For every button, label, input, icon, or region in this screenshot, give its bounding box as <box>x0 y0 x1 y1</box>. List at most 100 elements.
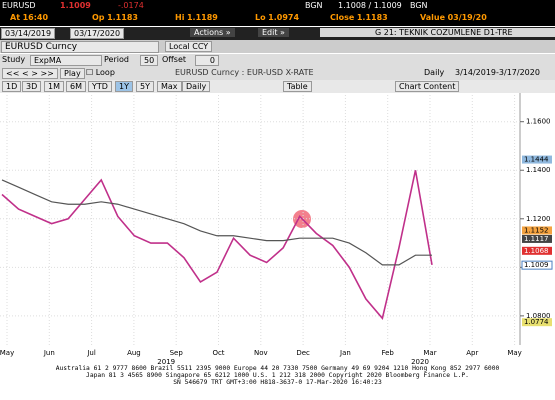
stat: Close 1.1183 <box>330 13 388 22</box>
stat-value: 16:40 <box>22 13 49 22</box>
frequency-select[interactable]: Daily <box>182 81 211 92</box>
range-tab[interactable]: 6M <box>66 81 86 92</box>
stat-label: Close <box>330 13 355 22</box>
x-tick-label: Sep <box>170 349 184 357</box>
price-tag-label: 1.1068 <box>524 247 549 255</box>
range-tab[interactable]: 1Y <box>115 81 133 92</box>
footer-line: Australia 61 2 9777 8600 Brazil 5511 239… <box>55 365 500 372</box>
stat: At 16:40 <box>10 13 48 22</box>
range-tab[interactable]: 1D <box>2 81 22 92</box>
security-bar: EURUSD Curncy Local CCY <box>0 40 555 53</box>
change: -.0174 <box>118 1 144 10</box>
period[interactable]: 50 <box>140 55 159 66</box>
x-tick-label: May <box>507 349 521 357</box>
x-tick-label: Mar <box>423 349 436 357</box>
range-tab[interactable]: 1M <box>44 81 64 92</box>
range-tab[interactable]: 5Y <box>136 81 154 92</box>
stat: Op 1.1183 <box>92 13 138 22</box>
stat-value: 1.1189 <box>186 13 218 22</box>
study-name[interactable]: ExpMA <box>30 55 102 66</box>
x-tick-label: Dec <box>296 349 310 357</box>
price-tag <box>522 246 552 255</box>
price-tag <box>522 234 552 243</box>
chart-bg <box>0 93 555 365</box>
x-tick-label: Apr <box>466 349 478 357</box>
table-button[interactable]: Table <box>283 81 312 92</box>
x-tick-label: Aug <box>127 349 141 357</box>
x-tick-label: May <box>0 349 14 357</box>
year-label: 2020 <box>411 358 429 365</box>
footer-line: Japan 81 3 4565 8900 Singapore 65 6212 1… <box>86 372 469 379</box>
range-tab[interactable]: 3D <box>22 81 42 92</box>
range-tabs: 1D 3D 1M 6M YTD 1Y 5Y Max Daily Table Ch… <box>0 80 555 94</box>
stat-label: Lo <box>255 13 266 22</box>
price-tag-label: 1.1009 <box>524 261 549 269</box>
nav-buttons[interactable]: << < > >> <box>2 68 58 79</box>
bid-ask: 1.1008 / 1.1009 <box>338 1 402 10</box>
stat: Value 03/19/20 <box>420 13 487 22</box>
chart-content-button[interactable]: Chart Content <box>395 81 460 92</box>
study-bar: Study ExpMA Period 50 Offset 0 <box>0 54 555 67</box>
bid-label: BGN <box>305 1 323 10</box>
footer-line: SN 546679 TRT GMT+3:00 H818-3637-0 17-Ma… <box>173 379 382 386</box>
price-line <box>1 179 432 266</box>
price-line <box>1 170 433 321</box>
chart: May Jun Jul Aug Sep Oct Nov Dec Jan Feb Mar Apr May 2… <box>0 93 555 365</box>
description: EURUSD Curncy : EUR-USD X-RATE <box>175 68 314 77</box>
security[interactable]: EURUSD Curncy <box>1 41 159 53</box>
x-tick-label: Nov <box>254 349 268 357</box>
stat-value: 1.1183 <box>107 13 138 22</box>
y-tick-label: 1.0800 <box>526 312 551 320</box>
stat: Hi 1.1189 <box>175 13 218 22</box>
study-label: Study <box>2 55 26 64</box>
price-tag <box>522 318 552 327</box>
period-label: Period <box>104 55 129 64</box>
price-tag-label: 1.1152 <box>524 226 549 234</box>
y-tick-label: 1.1600 <box>526 118 551 126</box>
play-button[interactable]: Play <box>60 68 85 79</box>
stat-label: Hi <box>175 13 185 22</box>
date-from[interactable]: 03/14/2019 <box>1 28 56 39</box>
range: 3/14/2019-3/17/2020 <box>455 68 540 77</box>
price-tag-label: 1.1444 <box>524 156 549 164</box>
stat-label: Value <box>420 13 446 22</box>
offset[interactable]: 0 <box>195 55 219 66</box>
loop-label: Loop <box>95 68 115 77</box>
x-tick-label: Jul <box>86 349 96 357</box>
y-tick-label: 1.1200 <box>526 215 551 223</box>
year-label: 2019 <box>157 358 175 365</box>
edit-button[interactable]: Edit » <box>258 28 289 37</box>
x-tick-label: Feb <box>381 349 394 357</box>
stat-value: 03/19/20 <box>447 13 487 22</box>
toolbar: 03/14/2019 03/17/2020 Actions » Edit » G… <box>0 27 555 40</box>
price-tag <box>522 226 552 235</box>
price-tag <box>522 155 552 164</box>
stat-label: At <box>10 13 21 22</box>
ticker: EURUSD <box>2 1 36 10</box>
date-to[interactable]: 03/17/2020 <box>70 28 125 39</box>
y-tick-label: 1.1400 <box>526 166 551 174</box>
stat-label: Op <box>92 13 105 22</box>
x-tick-label: Oct <box>212 349 224 357</box>
actions-button[interactable]: Actions » <box>190 28 235 37</box>
last: 1.1009 <box>60 1 91 10</box>
frequency: Daily <box>424 68 445 77</box>
stats-bar: At 16:40 Op 1.1183 Hi 1.1189 Lo 1.0974 C… <box>0 12 555 26</box>
loop-checkbox[interactable]: ☐ Loop <box>86 68 115 77</box>
price-tag-label: 1.0774 <box>524 318 549 326</box>
currency[interactable]: Local CCY <box>165 41 213 52</box>
price-tag <box>521 260 553 270</box>
range-tab[interactable]: Max <box>157 81 182 92</box>
ask-label: BGN <box>410 1 428 10</box>
quote-bar: EURUSD 1.1009 -.0174 BGN 1.1008 / 1.1009… <box>0 0 555 12</box>
x-tick-label: Jan <box>339 349 351 357</box>
stat-value: 1.0974 <box>268 13 300 22</box>
controls-bar: << < > >> Play ☐ Loop EURUSD Curncy : EU… <box>0 67 555 80</box>
stat-value: 1.1183 <box>356 13 388 22</box>
page-title: G 21: TEKNIK COZUMLENE D1-TRE <box>320 28 555 37</box>
stat: Lo 1.0974 <box>255 13 299 22</box>
footer: Australia 61 2 9777 8600 Brazil 5511 239… <box>0 365 555 386</box>
price-tag-label: 1.1117 <box>524 235 549 243</box>
range-tab[interactable]: YTD <box>88 81 112 92</box>
